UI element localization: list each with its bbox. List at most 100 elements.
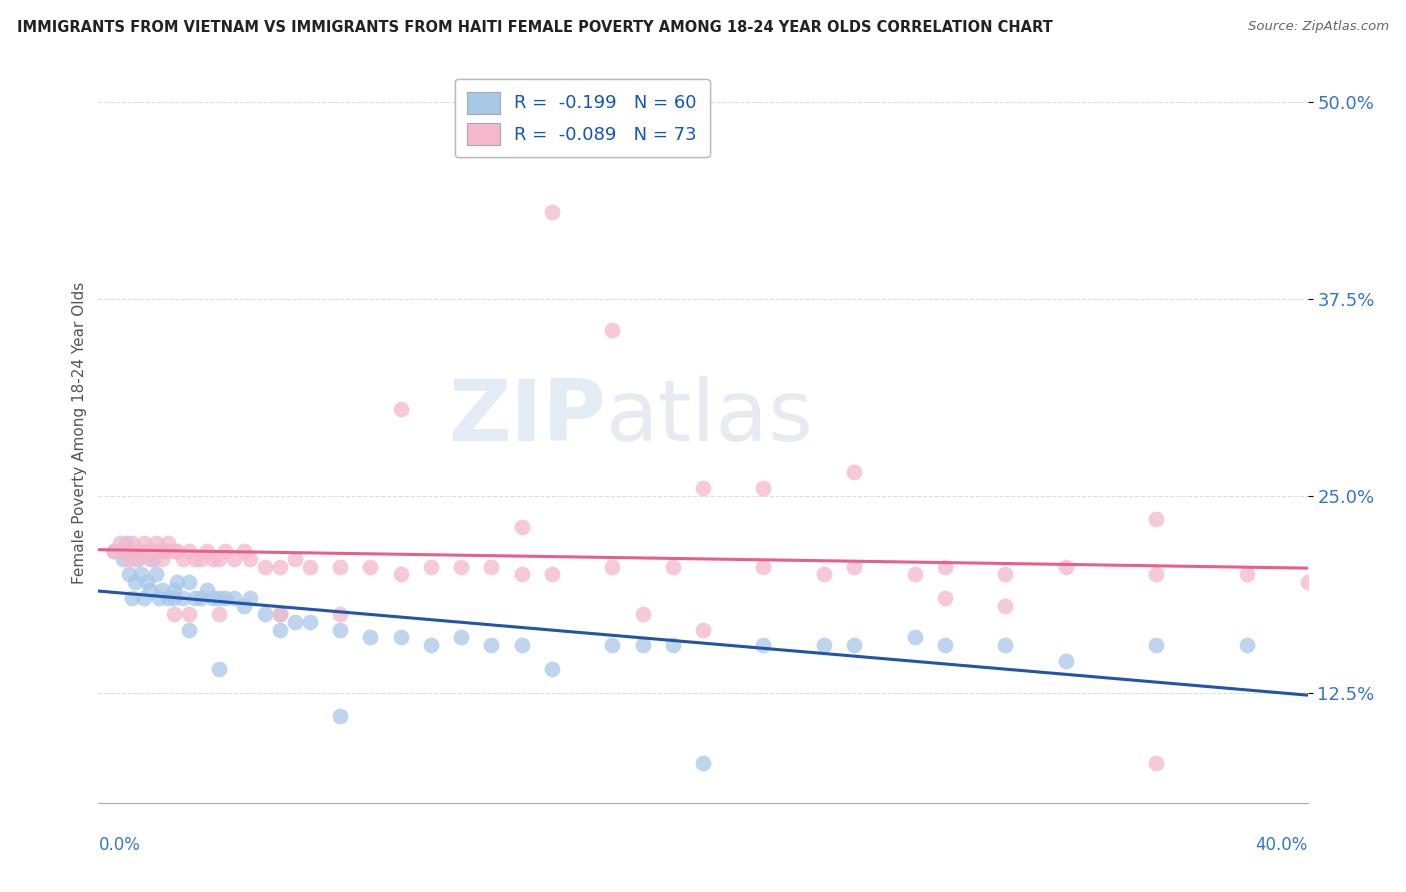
Point xyxy=(1144,567,1167,582)
Point xyxy=(145,567,167,582)
Text: ZIP: ZIP xyxy=(449,376,606,459)
Point xyxy=(1144,638,1167,652)
Point xyxy=(329,623,352,637)
Point xyxy=(132,536,155,550)
Point xyxy=(1054,654,1077,668)
Point xyxy=(214,591,236,605)
Point xyxy=(239,591,262,605)
Point xyxy=(420,638,443,652)
Point xyxy=(631,638,654,652)
Point xyxy=(190,551,212,566)
Point xyxy=(284,615,307,629)
Point xyxy=(190,591,212,605)
Point xyxy=(163,583,186,598)
Point xyxy=(1054,559,1077,574)
Point xyxy=(179,575,201,590)
Point xyxy=(184,551,207,566)
Point xyxy=(148,591,170,605)
Point xyxy=(602,559,624,574)
Point xyxy=(329,559,352,574)
Point xyxy=(111,551,134,566)
Text: 40.0%: 40.0% xyxy=(1256,836,1308,855)
Point xyxy=(208,662,231,676)
Point xyxy=(179,607,201,621)
Point xyxy=(202,551,225,566)
Point xyxy=(389,567,412,582)
Point xyxy=(121,536,143,550)
Point xyxy=(389,402,412,417)
Point xyxy=(156,536,179,550)
Point xyxy=(481,638,503,652)
Point xyxy=(118,567,141,582)
Point xyxy=(172,591,194,605)
Point xyxy=(540,205,562,219)
Point xyxy=(114,543,136,558)
Point xyxy=(510,567,533,582)
Point xyxy=(232,599,254,613)
Point xyxy=(108,536,131,550)
Point xyxy=(195,583,218,598)
Point xyxy=(510,520,533,534)
Point xyxy=(179,543,201,558)
Point xyxy=(103,543,125,558)
Point xyxy=(253,607,276,621)
Point xyxy=(135,543,157,558)
Point xyxy=(1144,756,1167,771)
Point xyxy=(661,638,683,652)
Point xyxy=(360,559,382,574)
Point xyxy=(299,559,322,574)
Point xyxy=(129,567,152,582)
Point xyxy=(904,631,927,645)
Y-axis label: Female Poverty Among 18-24 Year Olds: Female Poverty Among 18-24 Year Olds xyxy=(72,282,87,583)
Point xyxy=(813,638,835,652)
Point xyxy=(163,543,186,558)
Point xyxy=(127,543,149,558)
Point xyxy=(139,583,162,598)
Point xyxy=(389,631,412,645)
Text: 0.0%: 0.0% xyxy=(98,836,141,855)
Point xyxy=(148,543,170,558)
Point xyxy=(163,591,186,605)
Point xyxy=(269,623,291,637)
Point xyxy=(253,559,276,574)
Point xyxy=(156,591,179,605)
Point xyxy=(184,591,207,605)
Point xyxy=(994,638,1017,652)
Point xyxy=(208,607,231,621)
Point xyxy=(269,559,291,574)
Point xyxy=(103,543,125,558)
Point xyxy=(481,559,503,574)
Point xyxy=(934,591,956,605)
Point xyxy=(224,591,246,605)
Point xyxy=(172,551,194,566)
Point xyxy=(127,551,149,566)
Point xyxy=(631,607,654,621)
Point xyxy=(994,567,1017,582)
Point xyxy=(129,543,152,558)
Point xyxy=(1236,567,1258,582)
Text: IMMIGRANTS FROM VIETNAM VS IMMIGRANTS FROM HAITI FEMALE POVERTY AMONG 18-24 YEAR: IMMIGRANTS FROM VIETNAM VS IMMIGRANTS FR… xyxy=(17,20,1053,35)
Point xyxy=(150,583,173,598)
Point xyxy=(752,638,775,652)
Point xyxy=(145,536,167,550)
Point xyxy=(692,481,714,495)
Point xyxy=(142,551,165,566)
Point xyxy=(111,543,134,558)
Point xyxy=(360,631,382,645)
Point xyxy=(540,567,562,582)
Point xyxy=(179,623,201,637)
Point xyxy=(124,551,146,566)
Text: Source: ZipAtlas.com: Source: ZipAtlas.com xyxy=(1249,20,1389,33)
Point xyxy=(166,543,188,558)
Point xyxy=(329,709,352,723)
Point xyxy=(284,551,307,566)
Point xyxy=(904,567,927,582)
Point xyxy=(153,543,176,558)
Point xyxy=(214,543,236,558)
Point xyxy=(195,543,218,558)
Point xyxy=(150,551,173,566)
Point xyxy=(602,638,624,652)
Point xyxy=(202,591,225,605)
Point xyxy=(752,559,775,574)
Point xyxy=(153,543,176,558)
